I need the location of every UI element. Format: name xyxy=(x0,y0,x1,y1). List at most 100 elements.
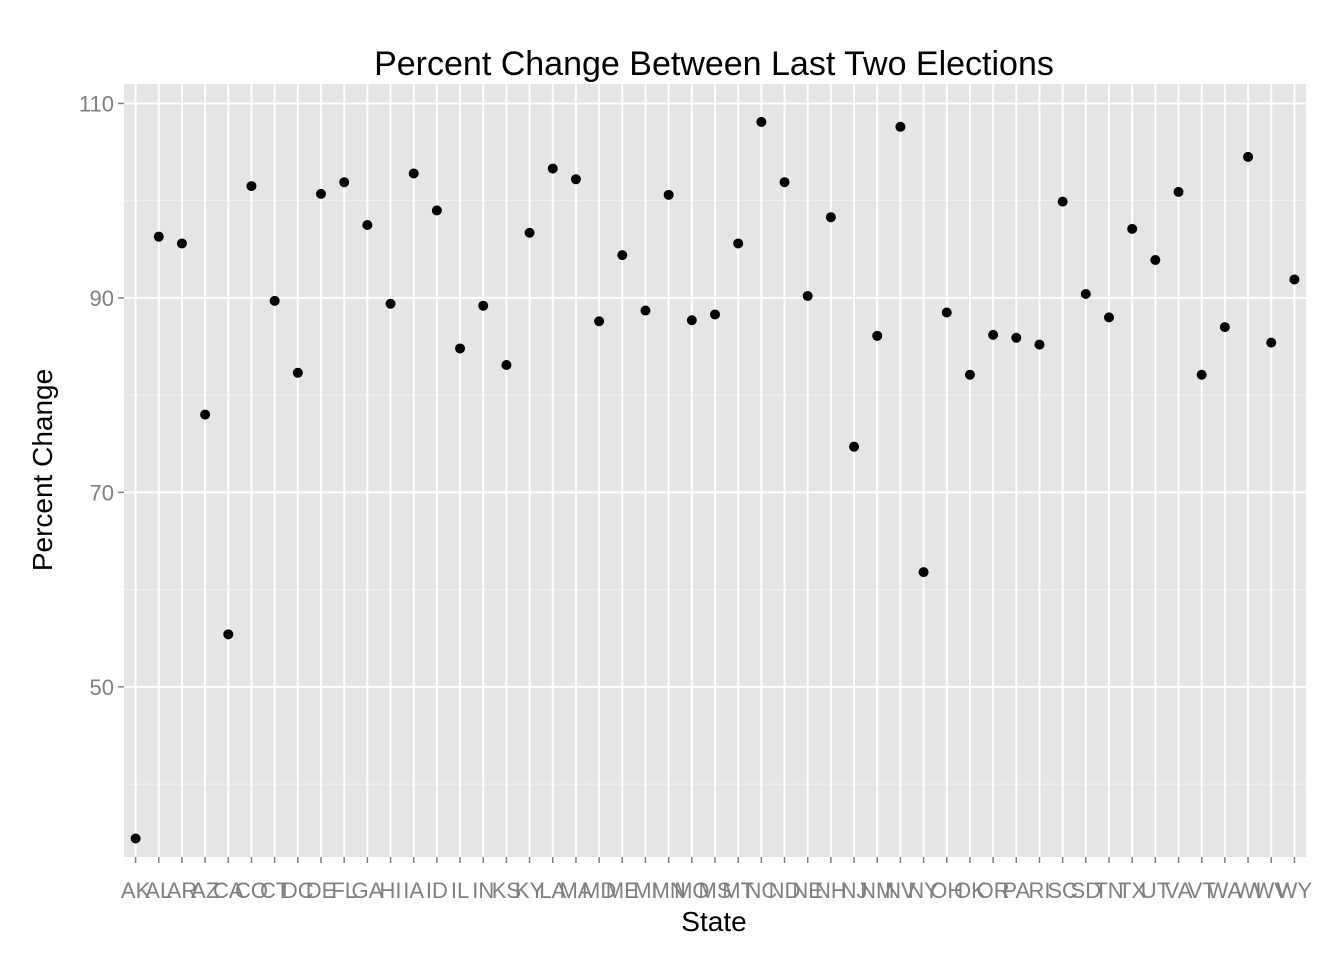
x-tick-label: AL xyxy=(145,878,172,903)
x-tick-label: MT xyxy=(722,878,754,903)
data-point xyxy=(663,189,674,200)
data-point xyxy=(964,369,975,380)
x-tick-label: MN xyxy=(652,878,686,903)
data-point xyxy=(733,238,744,249)
data-points xyxy=(130,116,1300,844)
x-tick-label: NM xyxy=(860,878,894,903)
data-point xyxy=(1011,332,1022,343)
data-point xyxy=(408,168,419,179)
x-tick-label: ND xyxy=(769,878,801,903)
x-tick-label: KY xyxy=(515,878,545,903)
data-point xyxy=(872,330,883,341)
data-point xyxy=(130,833,141,844)
data-point xyxy=(779,177,790,188)
data-point xyxy=(918,567,929,578)
y-tick-label: 110 xyxy=(79,91,114,116)
data-point xyxy=(941,307,952,318)
data-point xyxy=(223,629,234,640)
data-point xyxy=(455,343,466,354)
x-tick-label: IN xyxy=(472,878,494,903)
x-tick-label: CO xyxy=(235,878,268,903)
data-point xyxy=(547,163,558,174)
y-tick-label: 70 xyxy=(90,480,114,505)
x-tick-label: IL xyxy=(451,878,469,903)
x-tick-label: NH xyxy=(815,878,847,903)
data-point xyxy=(710,309,720,320)
data-point xyxy=(640,305,651,316)
x-tick-label: AR xyxy=(167,878,198,903)
x-tick-label: RI xyxy=(1028,878,1050,903)
data-point xyxy=(200,409,211,420)
x-tick-label: MD xyxy=(582,878,616,903)
x-tick-label: MA xyxy=(559,878,592,903)
x-tick-label: WI xyxy=(1235,878,1262,903)
x-tick-label: LA xyxy=(539,878,566,903)
data-point xyxy=(1219,322,1230,333)
data-point xyxy=(1104,312,1114,323)
x-tick-label: SC xyxy=(1047,878,1078,903)
x-tick-label: WA xyxy=(1208,878,1243,903)
data-point xyxy=(176,238,187,249)
data-point xyxy=(594,316,605,327)
x-tick-label: DE xyxy=(306,878,337,903)
data-point xyxy=(385,298,396,309)
x-tick-label: NE xyxy=(792,878,823,903)
data-point xyxy=(1150,254,1161,265)
x-tick-label: ME xyxy=(606,878,639,903)
data-point xyxy=(339,177,350,188)
y-tick-label: 50 xyxy=(90,675,114,700)
x-tick-label: OR xyxy=(977,878,1010,903)
data-point xyxy=(246,181,257,192)
data-point xyxy=(825,212,836,223)
x-tick-label: NJ xyxy=(841,878,868,903)
x-tick-label: NC xyxy=(745,878,777,903)
x-tick-label: NY xyxy=(908,878,939,903)
x-tick-label: ID xyxy=(426,878,448,903)
y-axis-title: Percent Change xyxy=(27,369,58,571)
data-point xyxy=(431,205,442,216)
data-point xyxy=(478,300,489,311)
x-tick-label: FL xyxy=(331,878,357,903)
x-tick-label: IA xyxy=(403,878,424,903)
data-point xyxy=(756,116,767,127)
x-tick-label: UT xyxy=(1141,878,1170,903)
data-point xyxy=(362,219,373,230)
x-tick-label: PA xyxy=(1002,878,1030,903)
data-point xyxy=(849,441,860,452)
data-point xyxy=(1173,186,1184,197)
x-tick-label: AZ xyxy=(191,878,219,903)
data-point xyxy=(1243,151,1254,162)
data-point xyxy=(1196,369,1207,380)
x-tick-label: HI xyxy=(380,878,402,903)
x-tick-label: DC xyxy=(282,878,314,903)
x-tick-label: MI xyxy=(633,878,657,903)
data-point xyxy=(316,188,326,199)
data-point xyxy=(1127,223,1138,234)
data-point xyxy=(988,329,999,340)
x-tick-label: MO xyxy=(674,878,709,903)
x-tick-label: VT xyxy=(1188,878,1216,903)
data-point xyxy=(617,250,628,261)
x-tick-label: GA xyxy=(351,878,383,903)
data-point xyxy=(686,315,697,326)
x-tick-label: KS xyxy=(492,878,521,903)
x-tick-label: NV xyxy=(885,878,916,903)
data-point xyxy=(1034,339,1045,350)
x-tick-label: WV xyxy=(1254,878,1290,903)
x-tick-label: SD xyxy=(1071,878,1102,903)
data-point xyxy=(1289,274,1300,285)
data-point xyxy=(802,290,813,301)
x-tick-label: OH xyxy=(930,878,963,903)
data-point xyxy=(1080,289,1091,300)
x-tick-label: CT xyxy=(260,878,289,903)
x-tick-label: TX xyxy=(1118,878,1146,903)
x-tick-label: WY xyxy=(1277,878,1313,903)
data-point xyxy=(1057,196,1068,207)
data-point xyxy=(570,174,581,185)
chart-title: Percent Change Between Last Two Election… xyxy=(374,45,1054,83)
x-tick-label: CA xyxy=(213,878,244,903)
x-tick-label: AK xyxy=(121,878,151,903)
data-point xyxy=(153,231,164,242)
